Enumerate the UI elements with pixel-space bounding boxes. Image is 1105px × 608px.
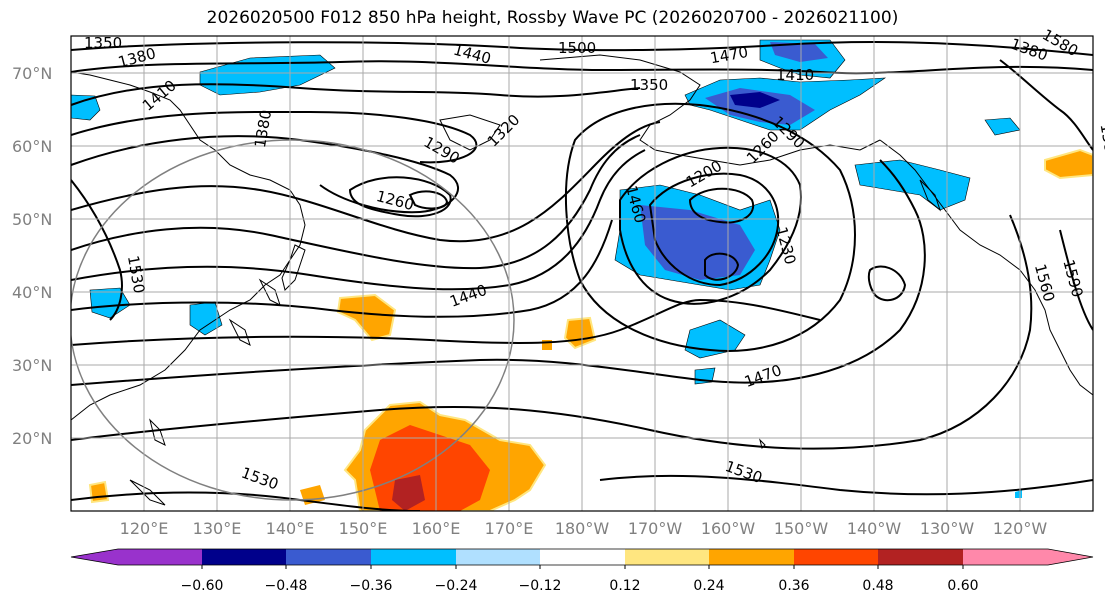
colorbar-tick-label: −0.36	[350, 578, 393, 594]
latitude-labels: 70°N 60°N 50°N 40°N 30°N 20°N	[12, 64, 52, 448]
graticule	[71, 36, 1093, 511]
colorbar-segment	[286, 549, 371, 565]
contour-label: 1350	[630, 76, 668, 94]
lon-label: 150°E	[339, 519, 388, 538]
anomaly-fill-positive	[88, 148, 1093, 511]
contour-label: 1380	[1097, 122, 1105, 163]
colorbar-segment	[878, 549, 963, 565]
colorbar-arrow-right	[1048, 549, 1093, 565]
lon-label: 170°E	[485, 519, 534, 538]
lat-label: 30°N	[12, 356, 52, 375]
lon-label: 170°W	[628, 519, 683, 538]
colorbar-tick-label: 0.12	[609, 578, 640, 594]
map-frame	[70, 35, 1094, 512]
lon-label: 160°E	[412, 519, 461, 538]
lon-label: 180°W	[555, 519, 610, 538]
lon-label: 140°W	[847, 519, 902, 538]
lon-label: 160°W	[701, 519, 756, 538]
map-content	[71, 39, 1093, 511]
colorbar-tick-label: −0.24	[435, 578, 478, 594]
colorbar-segment	[794, 549, 878, 565]
colorbar-segment	[371, 549, 456, 565]
lat-label: 20°N	[12, 429, 52, 448]
colorbar-tick-label: −0.48	[265, 578, 308, 594]
contour-label: 1350	[84, 34, 122, 52]
contour-label: 1500	[558, 39, 596, 57]
colorbar-ticks: −0.60 −0.48 −0.36 −0.24 −0.12 0.12 0.24 …	[181, 578, 979, 594]
lat-label: 50°N	[12, 210, 52, 229]
colorbar	[70, 548, 1094, 569]
lon-label: 140°E	[266, 519, 315, 538]
colorbar-arrow-left	[71, 549, 118, 565]
lon-label: 130°W	[920, 519, 975, 538]
anomaly-fill-negative	[71, 39, 1022, 498]
colorbar-tick-label: −0.60	[181, 578, 224, 594]
colorbar-tick-label: 0.24	[693, 578, 724, 594]
lon-label: 130°E	[193, 519, 242, 538]
figure-title: 2026020500 F012 850 hPa height, Rossby W…	[206, 8, 899, 28]
longitude-labels: 120°E 130°E 140°E 150°E 160°E 170°E 180°…	[120, 519, 1048, 538]
lon-label: 120°W	[993, 519, 1048, 538]
colorbar-segment	[456, 549, 540, 565]
lon-label: 120°E	[120, 519, 169, 538]
influence-circle	[71, 139, 515, 501]
colorbar-segment	[118, 549, 202, 565]
colorbar-segment	[709, 549, 794, 565]
colorbar-outline	[70, 548, 1094, 566]
lon-label: 150°W	[774, 519, 829, 538]
lat-label: 40°N	[12, 283, 52, 302]
colorbar-segment	[625, 549, 709, 565]
colorbar-segment	[202, 549, 286, 565]
colorbar-tick-label: −0.12	[519, 578, 562, 594]
colorbar-segment	[963, 549, 1048, 565]
contour-label: 1410	[776, 66, 814, 84]
lat-label: 70°N	[12, 64, 52, 83]
colorbar-segment	[540, 549, 625, 565]
colorbar-tick-label: 0.48	[862, 578, 893, 594]
colorbar-tick-label: 0.60	[947, 578, 978, 594]
lat-label: 60°N	[12, 137, 52, 156]
height-contours	[71, 41, 1093, 511]
colorbar-tick-label: 0.36	[778, 578, 809, 594]
